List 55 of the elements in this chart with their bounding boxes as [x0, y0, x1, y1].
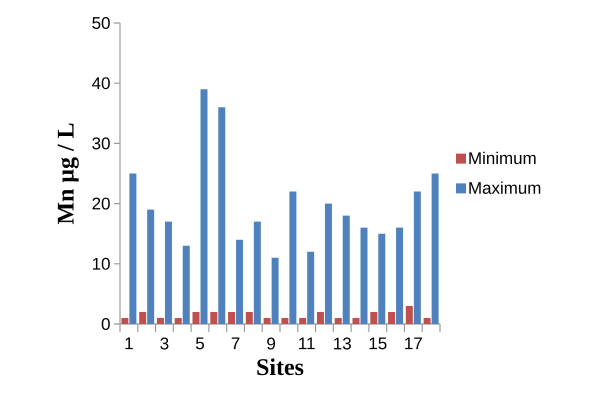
- bar: [396, 228, 404, 324]
- x-tick-label: 13: [334, 338, 351, 350]
- bar: [246, 312, 253, 324]
- bar: [299, 318, 306, 324]
- bar: [210, 312, 218, 324]
- legend-label: Maximum: [469, 182, 540, 194]
- bar: [432, 174, 439, 324]
- bar: [164, 222, 172, 324]
- bar: [121, 318, 128, 324]
- bar: [334, 318, 342, 324]
- y-tick-label: 0: [102, 318, 110, 330]
- bar: [352, 318, 360, 324]
- x-tick-label: 15: [370, 338, 386, 350]
- bar: [360, 228, 368, 324]
- x-tick-label: 17: [405, 338, 422, 350]
- x-tick-label: 5: [196, 338, 204, 350]
- bar: [378, 234, 386, 324]
- bar: [370, 312, 378, 324]
- bar: [414, 192, 421, 324]
- bar: [174, 318, 182, 324]
- y-tick-label: 50: [92, 17, 110, 30]
- y-tick-label: 40: [92, 77, 110, 90]
- y-tick-label: 20: [92, 198, 110, 210]
- y-axis-title: Mn µg / L: [58, 123, 79, 224]
- bar: [406, 306, 413, 324]
- bar: [342, 216, 350, 324]
- bar: [316, 312, 324, 324]
- bar: [254, 222, 261, 324]
- bar: [264, 318, 271, 324]
- legend-label: Minimum: [469, 152, 536, 164]
- bar: [192, 312, 200, 324]
- y-tick-label: 10: [92, 258, 110, 270]
- bar: [200, 89, 208, 324]
- bar: [156, 318, 164, 324]
- bar: [182, 246, 190, 324]
- bar: [228, 312, 236, 324]
- bar: [307, 252, 314, 324]
- bar: [424, 318, 431, 324]
- bar: [324, 204, 332, 324]
- bar: [289, 192, 296, 324]
- x-axis-title: Sites: [257, 358, 304, 376]
- bar: [218, 107, 226, 324]
- bar: [139, 312, 146, 324]
- x-tick-label: 1: [125, 338, 133, 350]
- bar: [272, 258, 279, 324]
- y-tick-label: 30: [92, 137, 110, 150]
- x-tick-label: 3: [160, 338, 168, 350]
- x-tick-label: 7: [232, 338, 240, 350]
- bar: [281, 318, 288, 324]
- bar: [147, 210, 154, 324]
- x-tick-label: 9: [267, 338, 276, 350]
- x-tick-label: 11: [299, 338, 315, 350]
- bar: [388, 312, 396, 324]
- bar: [129, 174, 136, 324]
- bar: [236, 240, 244, 324]
